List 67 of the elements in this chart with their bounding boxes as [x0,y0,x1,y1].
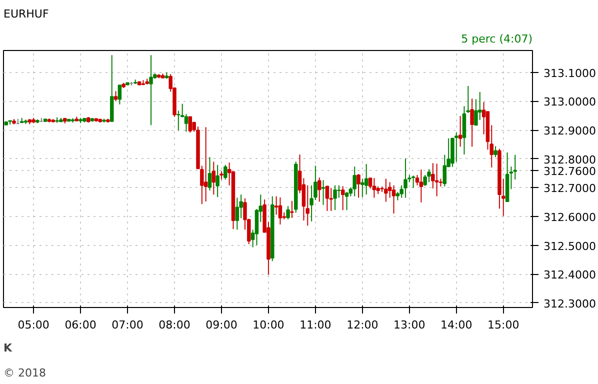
y-tick-label: 313.1000 [544,66,596,80]
candlestick [411,175,416,188]
candlestick [333,184,337,211]
candlestick [118,84,122,105]
candlestick [384,178,388,202]
x-tick-label: 06:00 [64,318,96,332]
candlestick [360,178,364,198]
y-tick-label: 312.7600 [544,164,596,178]
x-tick-label: 11:00 [300,318,332,332]
y-tick-label: 312.8000 [544,153,596,166]
y-tick-label: 312.7000 [544,182,596,196]
x-tick-label: 07:00 [112,318,144,332]
candlestick [388,182,392,198]
candlestick [419,168,424,203]
candlestick [442,154,447,187]
text: © 2018 [4,366,46,380]
candlestick [364,164,368,196]
candlestick [462,106,466,156]
candlestick [494,146,498,158]
candlestick [149,54,153,126]
y-tick-label: 312.9000 [544,124,596,138]
text: K [4,342,12,354]
candlestick [372,178,376,198]
candlestick [356,174,360,198]
candlestick [274,196,278,216]
candlestick [325,186,330,212]
y-tick-label: 312.3000 [544,297,596,310]
candlestick [114,90,118,102]
x-tick-label: 10:00 [252,318,284,332]
candlestick [466,85,470,114]
y-tick-label: 312.4000 [544,268,596,282]
candlestick [278,196,282,226]
candlestick [204,126,208,202]
x-tick-label: 08:00 [158,318,190,332]
candlestick [404,158,408,198]
y-tick-label: 313.0000 [544,96,596,109]
candlestick [235,197,240,230]
candlestick [216,164,220,198]
x-tick-label: 13:00 [394,318,426,332]
candlestick [321,180,326,206]
x-tick-label: 15:00 [488,318,520,332]
x-tick-label: 09:00 [206,318,238,332]
chart-subtitle: 5 perc (4:07) [461,32,533,46]
candlestick [458,115,462,148]
candlestick [212,161,216,196]
x-tick-label: 05:00 [18,318,50,332]
candlestick [286,206,290,220]
candlestick [352,166,356,197]
chart-title: EURHUF [4,8,49,20]
x-tick-label: 14:00 [440,318,472,332]
x-tick-label: 12:00 [346,318,378,332]
candlestick [454,132,458,162]
y-tick-label: 312.5000 [544,240,596,253]
candlestick [392,184,396,214]
candlestick [317,177,322,202]
candlestick [470,98,474,148]
candlestick [224,164,228,180]
candlestick [344,191,349,211]
candlestick [337,184,341,198]
candlestick [434,163,439,197]
candlestick [427,168,431,183]
candlestick [188,116,192,134]
candlestick [290,200,294,218]
y-tick-label: 312.6000 [544,210,596,224]
candlestick [340,186,345,211]
candlestick [208,156,212,192]
candlestick [329,187,333,212]
